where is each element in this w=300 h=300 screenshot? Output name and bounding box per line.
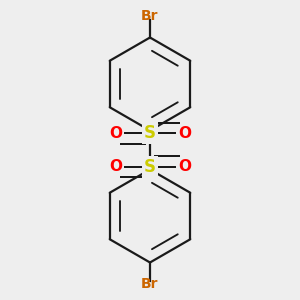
Text: O: O [178,126,191,141]
Text: O: O [109,159,122,174]
Text: Br: Br [141,9,159,22]
Text: Br: Br [141,278,159,291]
Text: O: O [109,126,122,141]
Text: O: O [178,159,191,174]
Text: S: S [144,124,156,142]
Text: S: S [144,158,156,175]
